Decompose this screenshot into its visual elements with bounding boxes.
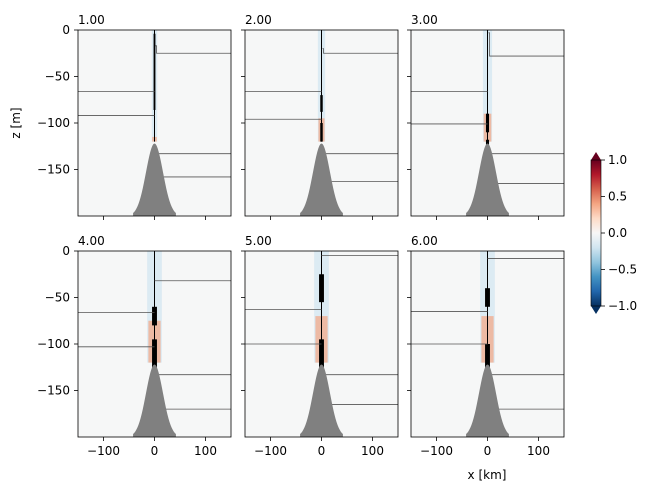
panel-1: 1.00 0 −50 −100 −150 bbox=[37, 13, 232, 220]
x-tick-label: −100 bbox=[420, 444, 453, 458]
seamount bbox=[300, 143, 343, 216]
colorbar: 1.0 0.5 0.0 −0.5 −1.0 bbox=[590, 152, 637, 314]
contour-right bbox=[155, 45, 231, 54]
y-tick-label: −50 bbox=[45, 291, 70, 305]
x-tick-label: 0 bbox=[151, 444, 159, 458]
panel-grid: 1.00 0 −50 −100 −150 2.00 3.00 4.00 0 −50 −100 −150… bbox=[37, 13, 565, 458]
colorbar-tick-label: −0.5 bbox=[608, 263, 637, 277]
y-tick-label: 0 bbox=[62, 23, 70, 37]
panel-title: 3.00 bbox=[411, 13, 438, 27]
contour-right bbox=[322, 48, 398, 54]
panel-3: 3.00 bbox=[407, 13, 565, 220]
y-tick-label: −100 bbox=[37, 116, 70, 130]
panel-title: 5.00 bbox=[245, 234, 272, 248]
panel-title: 4.00 bbox=[78, 234, 105, 248]
panel-5: 5.00 −100 0 100 bbox=[241, 234, 399, 458]
y-tick-label: −150 bbox=[37, 384, 70, 398]
colorbar-tick-label: −1.0 bbox=[608, 299, 637, 313]
contour-right bbox=[488, 32, 564, 57]
y-tick-label: −100 bbox=[37, 337, 70, 351]
colorbar-extend-min bbox=[591, 306, 601, 314]
colorbar-ticks: 1.0 0.5 0.0 −0.5 −1.0 bbox=[590, 153, 637, 313]
seamount bbox=[300, 364, 343, 437]
colorbar-frame bbox=[590, 159, 602, 307]
x-tick-label: 100 bbox=[194, 444, 217, 458]
y-axis-label: z [m] bbox=[9, 107, 23, 138]
x-tick-label: −100 bbox=[254, 444, 287, 458]
seamount bbox=[466, 364, 509, 437]
x-tick-label: −100 bbox=[87, 444, 120, 458]
colorbar-tick-label: 0.0 bbox=[608, 226, 627, 240]
y-tick-label: 0 bbox=[62, 244, 70, 258]
panel-4: 4.00 0 −50 −100 −150 −100 0 100 bbox=[37, 234, 232, 458]
panel-title: 6.00 bbox=[411, 234, 438, 248]
seamount bbox=[133, 143, 176, 216]
x-axis-label: x [km] bbox=[468, 468, 507, 482]
panel-title: 1.00 bbox=[78, 13, 105, 27]
x-tick-label: 100 bbox=[361, 444, 384, 458]
y-tick-label: −50 bbox=[45, 70, 70, 84]
colorbar-tick-label: 0.5 bbox=[608, 190, 627, 204]
colorbar-scale bbox=[591, 160, 601, 306]
seamount bbox=[466, 143, 509, 216]
panel-2: 2.00 bbox=[241, 13, 399, 220]
x-tick-label: 100 bbox=[527, 444, 550, 458]
panel-title: 2.00 bbox=[245, 13, 272, 27]
y-tick-label: −150 bbox=[37, 163, 70, 177]
x-tick-label: 0 bbox=[318, 444, 326, 458]
colorbar-tick-label: 1.0 bbox=[608, 153, 627, 167]
x-tick-label: 0 bbox=[484, 444, 492, 458]
seamount bbox=[133, 364, 176, 437]
axis-labels: z [m] x [km] bbox=[9, 107, 506, 482]
colorbar-extend-max bbox=[591, 152, 601, 160]
panel-6: 6.00 −100 0 100 bbox=[407, 234, 565, 458]
